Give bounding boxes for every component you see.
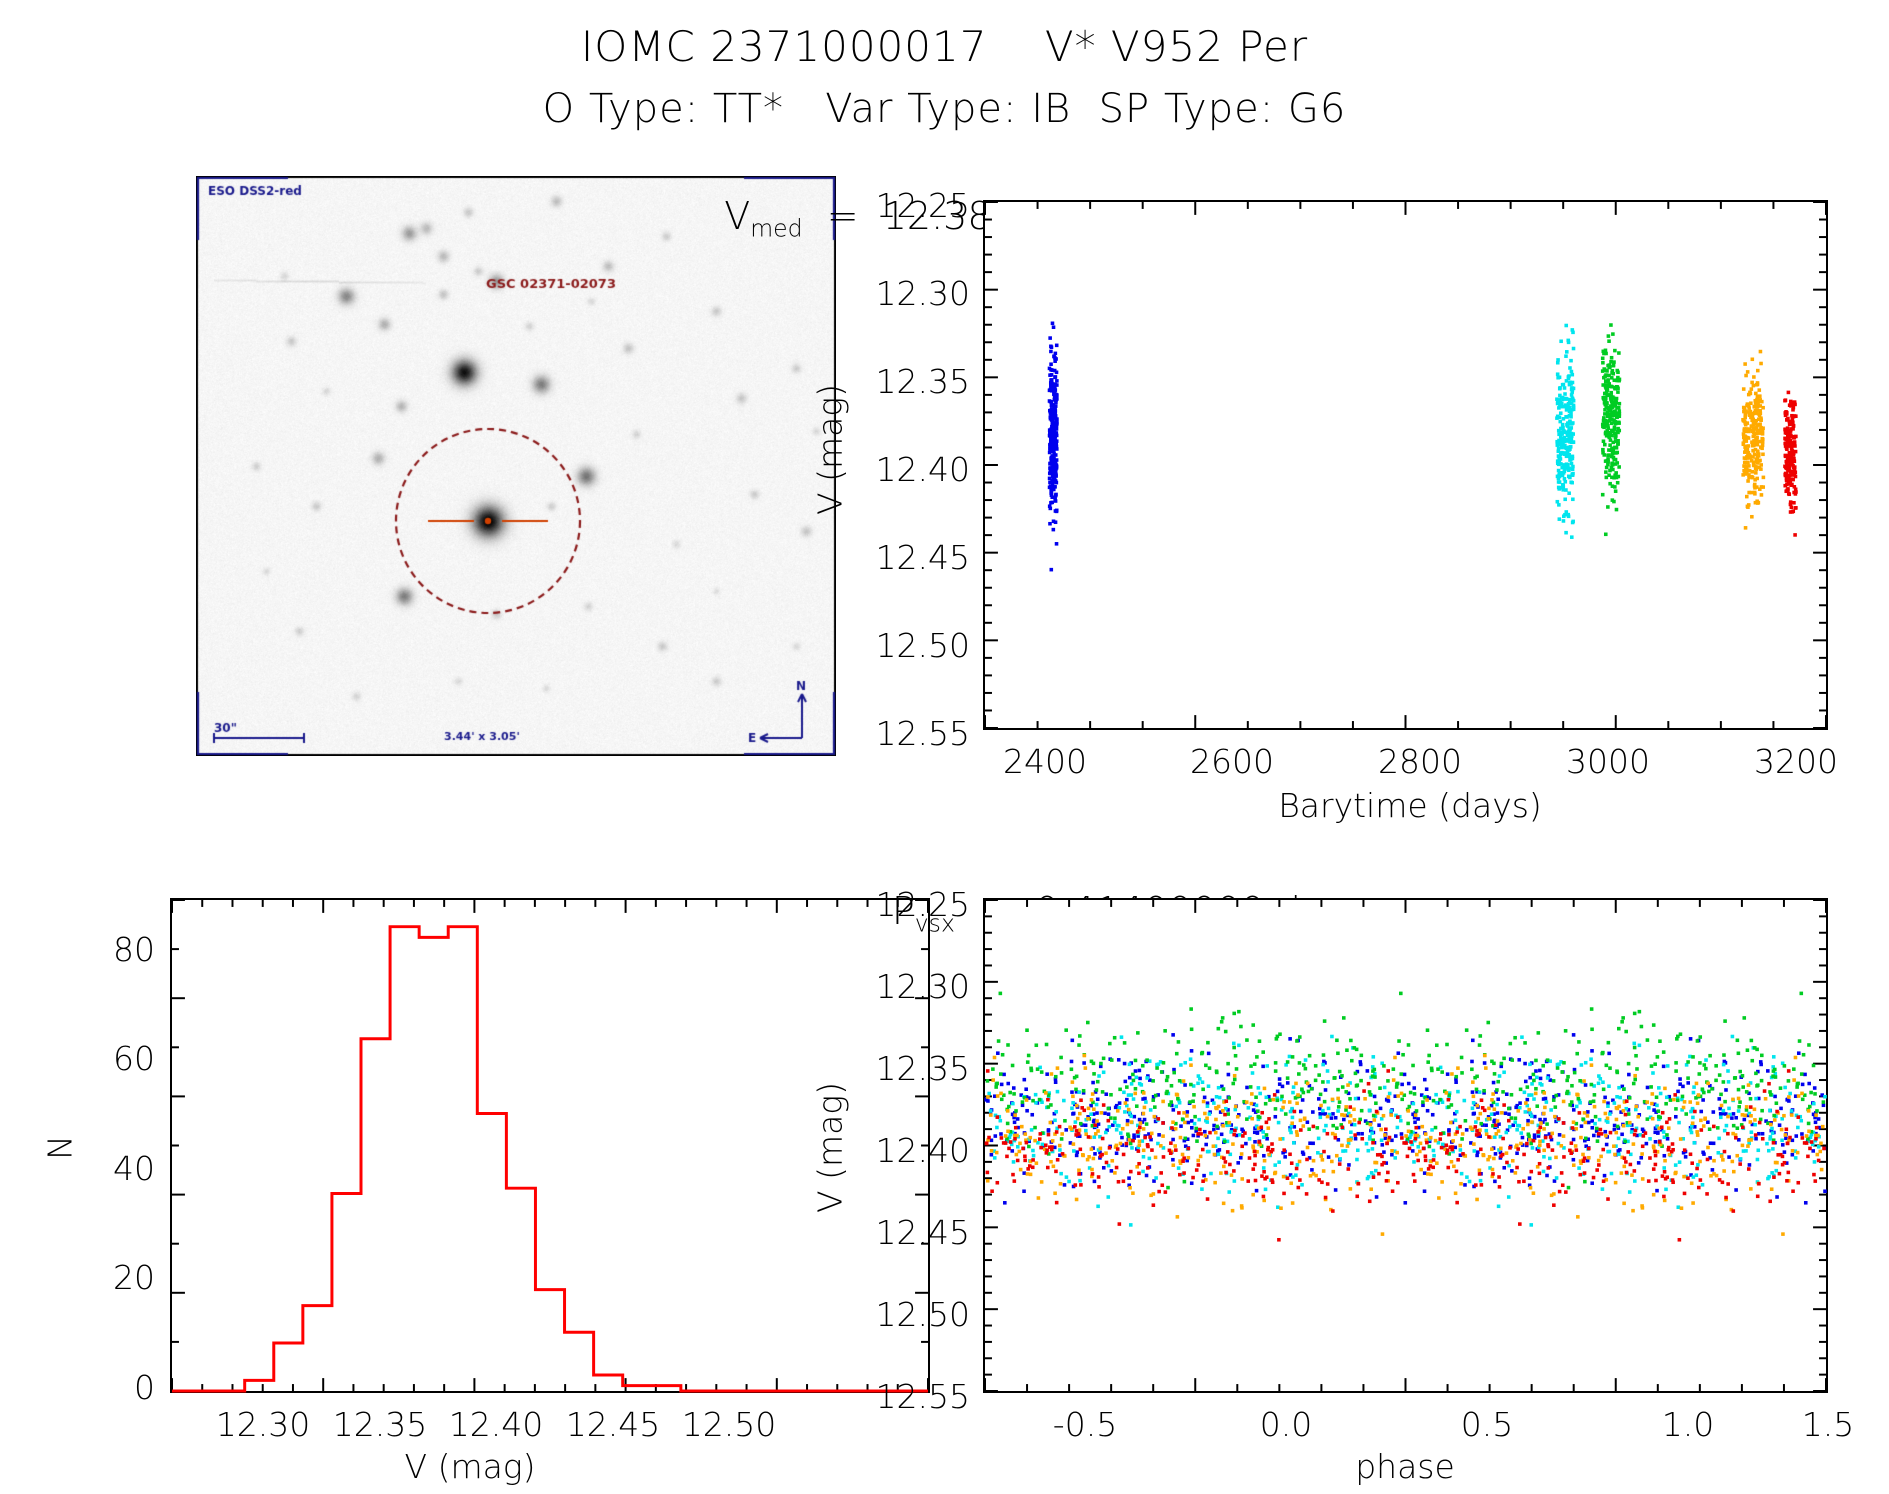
- dss-sky-image: [196, 176, 836, 756]
- hist-yaxis-label: N: [40, 1135, 80, 1160]
- lc-xaxis-label: Barytime (days): [1278, 786, 1542, 825]
- sky-image-panel: [196, 176, 836, 756]
- hist-ytick-3: 60: [113, 1039, 155, 1078]
- ph-ytick-6: 12.55: [875, 1377, 970, 1416]
- ph-ytick-0: 12.25: [875, 885, 970, 924]
- lc-ytick-1: 12.30: [875, 274, 970, 313]
- phaseplot-title-sub: vsx: [914, 909, 955, 938]
- lc-ytick-4: 12.45: [875, 538, 970, 577]
- hist-xtick-1: 12.35: [332, 1405, 428, 1444]
- lc-ytick-2: 12.35: [875, 362, 970, 401]
- histogram-plot-area: [170, 898, 930, 1393]
- ph-ytick-1: 12.30: [875, 967, 970, 1006]
- ph-ytick-2: 12.35: [875, 1049, 970, 1088]
- ph-ytick-4: 12.45: [875, 1213, 970, 1252]
- ph-xaxis-label: phase: [1355, 1447, 1455, 1486]
- lightcurve-plot-area: [983, 200, 1828, 730]
- hist-ytick-2: 40: [113, 1149, 155, 1188]
- lc-ytick-5: 12.50: [875, 626, 970, 665]
- hist-ytick-4: 80: [113, 930, 155, 969]
- ph-ytick-5: 12.50: [875, 1295, 970, 1334]
- lc-ytick-6: 12.55: [875, 714, 970, 753]
- phaseplot-svg: [984, 899, 1827, 1392]
- hist-xtick-2: 12.40: [448, 1405, 544, 1444]
- lightcurve-title-pre: V: [724, 194, 751, 238]
- page-title: IOMC 2371000017 V* V952 Per: [580, 22, 1309, 71]
- lc-xtick-2: 2800: [1378, 742, 1462, 781]
- lc-xtick-1: 2600: [1190, 742, 1274, 781]
- lc-xtick-0: 2400: [1003, 742, 1087, 781]
- hist-xtick-4: 12.50: [681, 1405, 777, 1444]
- ph-ytick-3: 12.40: [875, 1131, 970, 1170]
- ph-xtick-4: 1.5: [1801, 1405, 1855, 1444]
- lightcurve-title-sub: med: [750, 214, 803, 243]
- histogram-svg: [171, 899, 929, 1393]
- phaseplot-title-pre: P: [891, 889, 915, 933]
- lc-xtick-3: 3000: [1566, 742, 1650, 781]
- lightcurve-svg: [984, 201, 1827, 729]
- ph-xtick-0: -0.5: [1052, 1405, 1118, 1444]
- ph-xtick-3: 1.0: [1661, 1405, 1715, 1444]
- lc-yaxis-label: V (mag): [810, 384, 850, 515]
- page-subtitle: O Type: TT* Var Type: IB SP Type: G6: [542, 86, 1347, 132]
- lc-xtick-4: 3200: [1754, 742, 1838, 781]
- hist-xtick-0: 12.30: [215, 1405, 311, 1444]
- lc-ytick-3: 12.40: [875, 450, 970, 489]
- ph-xtick-2: 0.5: [1460, 1405, 1514, 1444]
- phaseplot-plot-area: [983, 898, 1828, 1393]
- ph-yaxis-label: V (mag): [810, 1082, 850, 1213]
- hist-xaxis-label: V (mag): [404, 1447, 536, 1486]
- ph-xtick-1: 0.0: [1259, 1405, 1313, 1444]
- hist-xtick-3: 12.45: [565, 1405, 661, 1444]
- hist-ytick-0: 0: [134, 1368, 155, 1407]
- lc-ytick-0: 12.25: [875, 186, 970, 225]
- hist-ytick-1: 20: [113, 1258, 155, 1297]
